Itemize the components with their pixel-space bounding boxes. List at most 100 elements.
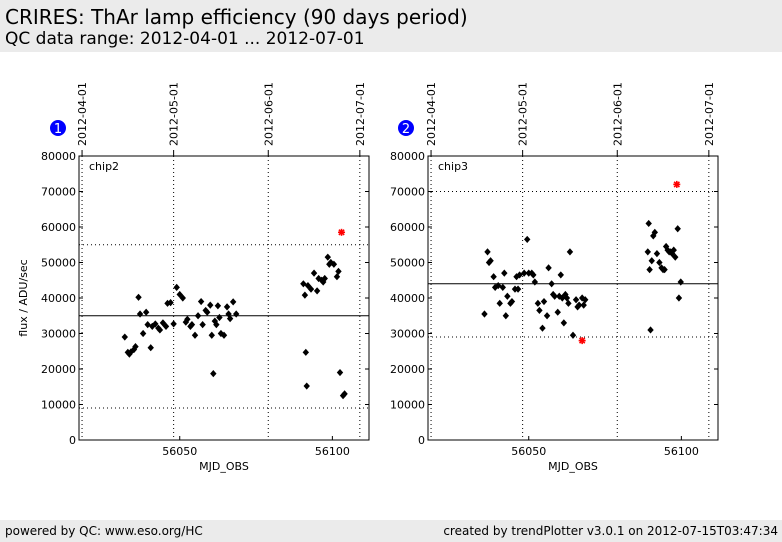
data-point [536, 306, 543, 315]
data-point [301, 291, 309, 299]
data-point [136, 310, 144, 318]
y-tick-label: 20000 [390, 363, 425, 376]
x-tick-label: 56100 [664, 445, 699, 458]
date-tick-label: 2012-04-01 [76, 82, 89, 146]
y-tick-label: 10000 [41, 399, 76, 412]
data-point [504, 292, 511, 300]
data-point [130, 345, 138, 354]
data-point [335, 267, 342, 275]
data-point [300, 280, 307, 288]
data-point [188, 321, 196, 329]
data-point [159, 319, 167, 327]
data-point [307, 285, 315, 293]
data-point [645, 219, 652, 228]
data-point [167, 299, 174, 307]
data-point [516, 271, 523, 279]
data-point [674, 225, 681, 233]
y-tick-label: 50000 [41, 257, 76, 270]
header-bar: CRIRES: ThAr lamp efficiency (90 days pe… [0, 0, 782, 52]
data-point [225, 310, 232, 318]
x-tick-label: 56050 [511, 445, 546, 458]
data-point [313, 287, 321, 295]
y-tick-label: 60000 [41, 221, 76, 234]
data-point [566, 248, 574, 256]
data-point [551, 292, 558, 300]
data-point [531, 278, 539, 286]
data-point [194, 312, 202, 320]
plot-frame [427, 155, 719, 441]
x-tick-label: 56100 [315, 445, 350, 458]
date-tick-label: 2012-07-01 [703, 82, 716, 146]
data-point [557, 271, 564, 279]
data-point [197, 297, 205, 306]
footer-created-by: created by trendPlotter v3.0.1 on 2012-0… [443, 524, 778, 538]
data-point [530, 271, 537, 279]
chart-panel-2: 2012-04-01 2012-05-01 2012-06-01 2012-07-01… [390, 82, 719, 473]
data-point [310, 269, 318, 277]
data-point [341, 390, 348, 398]
y-axis-label: flux / ADU/sec [17, 259, 30, 336]
data-point [569, 331, 577, 339]
data-point [142, 308, 150, 316]
data-point [677, 278, 684, 286]
date-tick-label: 2012-06-01 [611, 82, 624, 146]
data-point [653, 250, 661, 258]
data-point [208, 331, 215, 339]
y-tick-label: 0 [418, 434, 425, 447]
x-tick-label: 56050 [162, 445, 197, 458]
data-point [539, 324, 546, 332]
data-point [147, 344, 154, 352]
y-tick-label: 80000 [390, 150, 425, 163]
data-point [554, 308, 561, 316]
data-point [223, 303, 231, 311]
data-point [572, 296, 580, 304]
data-point [152, 320, 159, 328]
panel-badge-number: 1 [54, 122, 62, 137]
panel-label: chip3 [438, 160, 468, 173]
data-point [501, 269, 508, 277]
data-point [540, 297, 548, 306]
data-point [502, 312, 510, 320]
data-point [139, 329, 147, 338]
data-point [524, 235, 531, 244]
data-point [121, 333, 128, 341]
panel-badge [50, 120, 66, 136]
y-tick-label: 20000 [41, 363, 76, 376]
data-point [534, 299, 542, 307]
outlier-point [578, 337, 586, 345]
data-point [508, 297, 516, 306]
data-point [135, 293, 142, 301]
data-point [563, 294, 571, 302]
data-point [179, 294, 186, 302]
data-point [565, 299, 572, 307]
data-point [210, 370, 217, 378]
data-point [548, 280, 555, 288]
data-point [191, 331, 199, 339]
outlier-stroke [578, 337, 586, 344]
data-point [675, 294, 683, 302]
data-point [173, 283, 180, 291]
page-title: CRIRES: ThAr lamp efficiency (90 days pe… [5, 5, 468, 29]
outlier-point [338, 228, 346, 236]
data-point [646, 266, 653, 274]
data-point [656, 258, 663, 267]
data-point [220, 331, 228, 339]
data-point [226, 314, 234, 323]
data-point [127, 348, 135, 356]
data-point [543, 312, 551, 320]
date-tick-label: 2012-07-01 [354, 82, 367, 146]
date-tick-label: 2012-05-01 [517, 82, 530, 146]
data-point [651, 228, 659, 236]
data-point [233, 310, 240, 318]
data-point [149, 322, 156, 330]
y-tick-label: 0 [69, 434, 76, 447]
x-axis-label: MJD_OBS [199, 460, 249, 473]
outlier-stroke [338, 229, 345, 236]
y-tick-label: 10000 [390, 399, 425, 412]
data-point [647, 326, 654, 334]
data-point [229, 298, 237, 306]
data-point [644, 248, 651, 256]
data-point [156, 326, 164, 334]
data-point [514, 285, 522, 293]
data-point [545, 264, 552, 272]
